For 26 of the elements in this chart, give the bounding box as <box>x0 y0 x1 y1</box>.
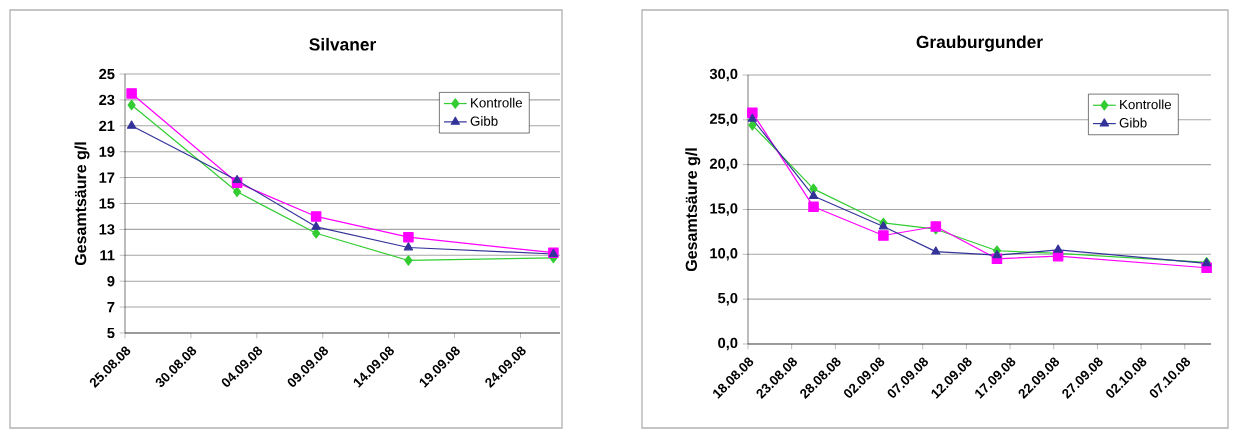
y-tick-label: 30,0 <box>709 68 738 82</box>
y-tick-label: 13 <box>99 224 115 235</box>
y-tick-label: 7 <box>107 302 115 313</box>
y-axis-title: Gesamtsäure g/l <box>685 148 701 272</box>
y-tick-label: 19 <box>99 146 115 157</box>
y-tick-label: 25 <box>99 68 115 80</box>
y-tick-label: 23 <box>99 94 115 106</box>
y-tick-label: 5,0 <box>718 292 738 306</box>
y-tick-label: 21 <box>99 120 115 131</box>
y-tick-label: 11 <box>100 250 115 261</box>
y-tick-label: 5 <box>107 327 115 339</box>
y-axis-title: Gesamtsäure g/l <box>74 142 90 266</box>
y-tick-label: 9 <box>107 276 115 287</box>
legend-label: Gibb <box>470 116 498 126</box>
y-tick-label: 20,0 <box>709 158 738 171</box>
chart-title: Grauburgunder <box>916 35 1043 52</box>
legend-label: Kontrolle <box>471 97 523 108</box>
chart-title: Silvaner <box>309 37 376 51</box>
y-tick-label: 15,0 <box>710 203 738 216</box>
y-tick-label: 15 <box>99 198 115 209</box>
y-tick-label: 25,0 <box>709 113 738 127</box>
y-tick-label: 10,0 <box>710 248 738 261</box>
y-tick-label: 17 <box>99 172 115 183</box>
y-tick-label: 0,0 <box>718 337 738 351</box>
legend-label: Kontrolle <box>1120 99 1172 110</box>
legend-label: Gibb <box>1119 117 1147 128</box>
